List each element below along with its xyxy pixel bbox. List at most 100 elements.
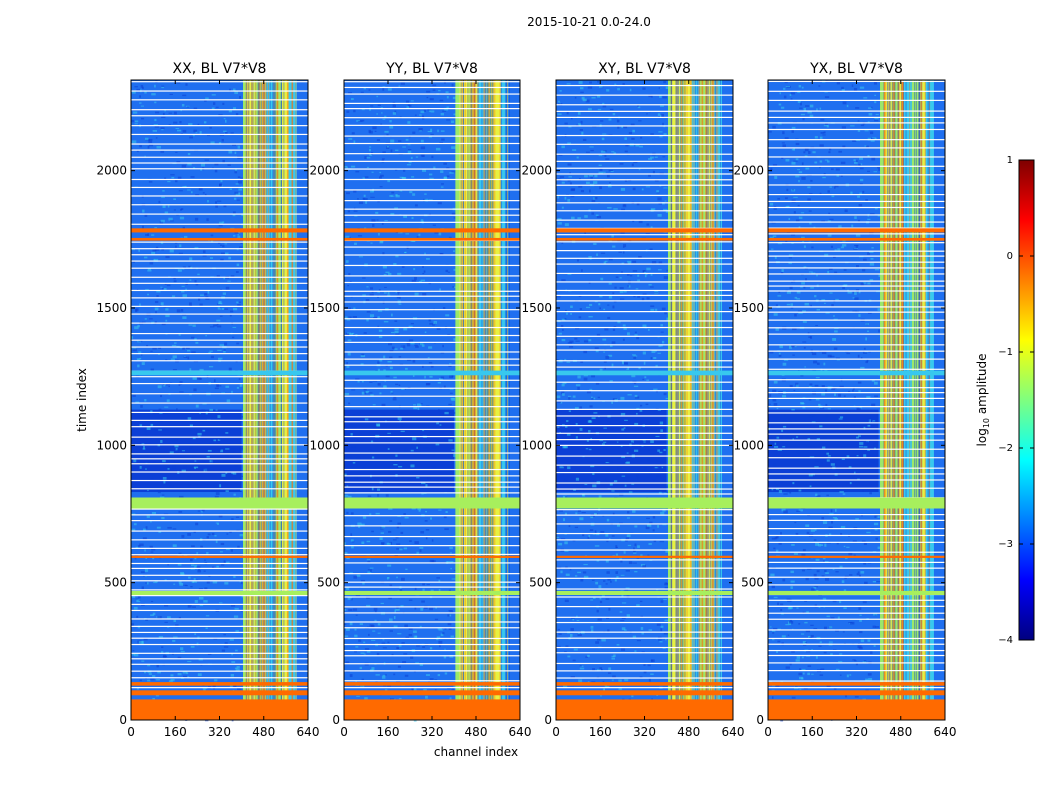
heatmap-cell [609,182,611,184]
heatmap-cell [627,285,630,288]
heatmap-cell [207,290,210,294]
heatmap-cell [829,218,834,220]
heatmap-cell [167,564,169,566]
heatmap-cell [236,386,240,389]
heatmap-cell [620,560,623,563]
heatmap-band-line [698,80,700,720]
heatmap-cell [430,128,433,132]
heatmap-cell [222,244,225,248]
heatmap-cell [664,582,668,585]
heatmap-cell [237,235,241,239]
heatmap-cell [610,427,614,430]
heatmap-band-line [494,80,496,720]
heatmap-cell [859,183,863,186]
heatmap-cell [788,257,793,259]
heatmap-cell [451,687,455,691]
heatmap-cell [148,144,154,147]
heatmap-cell [239,448,244,451]
heatmap-cell [556,536,560,539]
heatmap-band-line [485,80,487,720]
heatmap-cell [188,324,193,326]
heatmap-cell [160,440,163,443]
heatmap-cell [176,408,178,411]
heatmap-cell [229,188,233,190]
heatmap-cell [602,680,605,683]
heatmap-cell [194,557,197,560]
heatmap-cell [866,396,871,399]
heatmap-cell [389,120,392,123]
heatmap-gap [768,184,945,186]
heatmap-cell [393,673,396,676]
heatmap-cell [438,89,441,92]
x-tick-label: 640 [297,725,320,739]
heatmap-cell [402,661,407,665]
heatmap-gap [344,492,520,494]
heatmap-cell [833,687,837,690]
heatmap-cell [559,472,564,476]
heatmap-cell [614,83,617,86]
heatmap-cell [778,352,781,355]
heatmap-cell [392,539,397,541]
heatmap-cell [222,102,225,105]
heatmap-cell [393,616,396,619]
heatmap-cell [231,661,236,663]
heatmap-cell [871,247,874,249]
heatmap-cell [178,252,183,254]
heatmap-cell [228,109,233,113]
heatmap-cell [828,641,833,643]
heatmap-band-line [286,80,288,720]
x-tick-label: 160 [589,725,612,739]
heatmap-cell [625,143,629,147]
heatmap-cell [440,352,445,354]
heatmap-cell [624,137,627,140]
heatmap-cell [622,361,624,365]
heatmap-cell [838,150,843,153]
heatmap-cell [664,583,669,586]
heatmap-band-line [262,80,264,720]
heatmap-cell [662,156,666,158]
heatmap-band-line [680,80,682,720]
heatmap-cell [813,476,816,478]
heatmap-gap [556,257,733,259]
x-tick-label: 480 [252,725,275,739]
heatmap-cell [440,252,444,255]
heatmap-cell [383,320,389,323]
heatmap-cell [399,548,403,551]
heatmap-cell [869,250,874,253]
heatmap-cell [823,131,826,134]
heatmap-cell [174,179,178,183]
heatmap-cell [600,252,606,254]
heatmap-cell [623,204,626,206]
heatmap-cell [623,361,628,364]
heatmap-cell [393,376,397,379]
heatmap-cell [578,316,582,319]
heatmap-cell [590,599,594,601]
heatmap-cell [841,126,846,129]
heatmap-cell [184,465,187,468]
heatmap-cell [419,130,422,132]
heatmap-cell [132,394,136,397]
heatmap-cell [786,290,792,294]
heatmap-cell [821,392,826,396]
heatmap-cell [356,439,359,441]
heatmap-gap [768,473,945,475]
heatmap-cell [381,676,386,679]
heatmap-cell [562,684,568,688]
heatmap-cell [778,291,781,293]
heatmap-cell [218,224,223,227]
heatmap-cell [355,646,359,648]
heatmap-cell [853,87,858,91]
heatmap-cell [589,480,594,483]
heatmap-cell [376,652,380,656]
heatmap-cell [621,208,626,212]
heatmap-cell [614,579,617,582]
heatmap-gap [131,471,308,473]
heatmap-cell [161,322,166,326]
heatmap-cell [233,197,237,200]
heatmap-cell [197,432,202,436]
heatmap-band-line [713,80,715,720]
heatmap-cell [347,285,349,287]
heatmap-cell [438,378,443,381]
heatmap-cell [379,392,382,395]
heatmap-cell [656,192,660,194]
